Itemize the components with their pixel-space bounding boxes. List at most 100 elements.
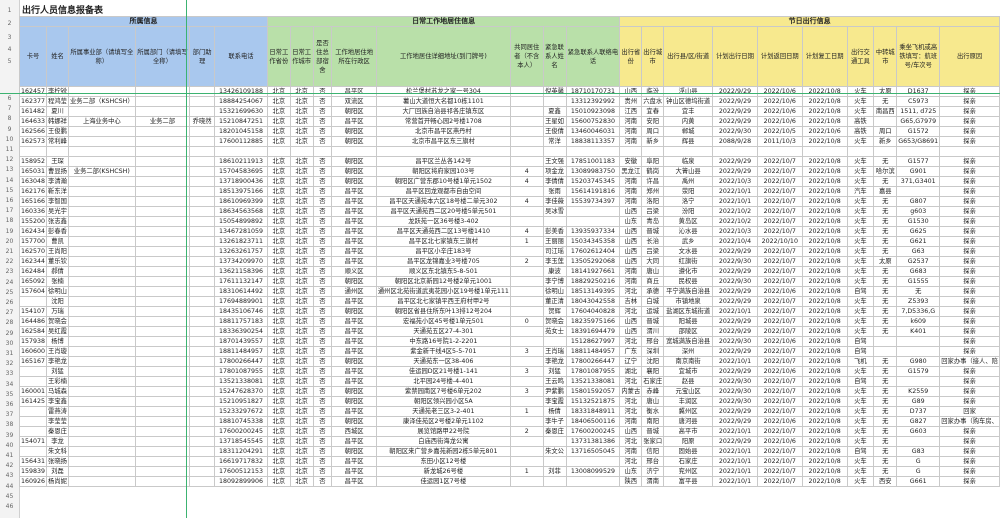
table-cell[interactable]: G — [896, 466, 941, 477]
table-cell[interactable]: 2022/10/10 — [756, 236, 803, 247]
table-cell[interactable] — [67, 386, 136, 397]
table-cell[interactable]: 火车 — [846, 466, 875, 477]
table-cell[interactable]: 北京 — [266, 126, 291, 137]
table-cell[interactable]: 2022/10/8 — [801, 196, 848, 207]
table-cell[interactable]: 河南 — [619, 416, 643, 427]
table-cell[interactable] — [509, 476, 544, 487]
row-number[interactable]: 27 — [5, 309, 14, 317]
table-cell[interactable]: 13935937334 — [565, 226, 621, 237]
table-cell[interactable] — [509, 266, 544, 277]
table-cell[interactable]: 沈阳 — [641, 356, 665, 367]
table-cell[interactable]: 辽宁 — [619, 356, 643, 367]
table-cell[interactable]: 元宝山区 — [663, 386, 714, 397]
table-cell[interactable]: 北京 — [289, 406, 314, 417]
table-cell[interactable] — [67, 436, 136, 447]
table-cell[interactable]: 15247628370 — [214, 386, 268, 397]
table-cell[interactable]: 2022/10/7 — [756, 216, 803, 227]
table-cell[interactable]: 2022/9/29 — [712, 326, 758, 337]
table-cell[interactable]: 河南 — [619, 196, 643, 207]
table-cell[interactable]: 2022/9/30 — [712, 336, 758, 347]
table-cell[interactable]: G1572 — [896, 126, 941, 137]
table-cell[interactable]: 邢台 — [641, 336, 665, 347]
table-cell[interactable]: 朝阳区将府家园103号 — [375, 166, 511, 177]
table-cell[interactable]: 探亲 — [939, 296, 1000, 307]
table-cell[interactable]: 吕梁 — [641, 206, 665, 217]
table-cell[interactable] — [67, 156, 136, 167]
table-cell[interactable]: 2022/10/6 — [756, 366, 803, 377]
table-cell[interactable]: 13716505045 — [565, 446, 621, 457]
table-cell[interactable] — [67, 126, 136, 137]
table-cell[interactable]: 北京 — [289, 256, 314, 267]
row-number[interactable]: 11 — [5, 146, 14, 153]
table-cell[interactable]: 15203745345 — [565, 176, 621, 187]
row-number[interactable]: 6 — [7, 95, 12, 102]
table-cell[interactable]: 探亲 — [939, 246, 1000, 257]
table-cell[interactable]: 17602612404 — [565, 246, 621, 257]
table-cell[interactable]: 北京 — [289, 446, 314, 457]
table-cell[interactable]: 北京 — [266, 186, 291, 197]
table-cell[interactable]: 火车 — [846, 316, 875, 327]
table-cell[interactable]: 火车 — [846, 96, 875, 107]
table-cell[interactable] — [509, 246, 544, 257]
row-number[interactable]: 40 — [5, 441, 14, 449]
table-cell[interactable]: 2022/9/30 — [712, 386, 758, 397]
table-cell[interactable]: 彭春香 — [46, 226, 69, 237]
table-cell[interactable]: 河北 — [619, 336, 643, 347]
table-cell[interactable]: 新龙城26号楼 — [375, 466, 511, 477]
row-number[interactable]: 9 — [7, 125, 12, 133]
table-cell[interactable]: 否 — [312, 136, 333, 147]
table-cell[interactable]: 昌平区回龙观都市自由空间 — [375, 186, 511, 197]
table-cell[interactable]: 探亲 — [939, 476, 1000, 487]
table-cell[interactable]: G827 — [896, 416, 941, 427]
table-cell[interactable]: 宏福苑小区45号楼1单元501 — [375, 316, 511, 327]
table-cell[interactable]: 王丽丽 — [542, 236, 567, 247]
table-cell[interactable]: 2022/10/8 — [801, 316, 848, 327]
row-number[interactable]: 32 — [5, 360, 14, 368]
table-cell[interactable]: 李艳龙 — [46, 356, 69, 367]
table-cell[interactable]: 北京 — [289, 336, 314, 347]
table-cell[interactable]: 北京 — [289, 466, 314, 477]
table-cell[interactable] — [873, 336, 898, 347]
table-cell[interactable]: 商丘 — [641, 276, 665, 287]
table-cell[interactable]: 火车 — [846, 226, 875, 237]
table-cell[interactable]: 探亲 — [939, 206, 1000, 217]
row-number[interactable]: 14 — [5, 176, 14, 184]
table-cell[interactable]: 唐河县 — [663, 416, 714, 427]
column-header[interactable]: 联系电话 — [214, 26, 268, 87]
table-cell[interactable] — [67, 356, 136, 367]
table-cell[interactable] — [896, 336, 941, 347]
table-cell[interactable]: 2022/10/3 — [712, 226, 758, 237]
row-number[interactable]: 34 — [5, 380, 14, 388]
table-cell[interactable] — [134, 466, 191, 477]
table-cell[interactable]: 2022/10/7 — [756, 196, 803, 207]
row-number[interactable]: 41 — [5, 452, 14, 459]
table-cell[interactable] — [509, 396, 544, 407]
table-cell[interactable]: 程鸿莹 — [46, 96, 69, 107]
table-cell[interactable]: 佳运园1区7号楼 — [375, 476, 511, 487]
table-cell[interactable] — [67, 146, 136, 157]
table-cell[interactable]: 探亲 — [939, 286, 1000, 297]
table-cell[interactable] — [67, 86, 136, 97]
table-cell[interactable]: 2022/10/8 — [801, 336, 848, 347]
table-cell[interactable]: 北京 — [289, 196, 314, 207]
table-cell[interactable]: 2022/10/7 — [756, 346, 803, 357]
table-cell[interactable]: 2022/10/1 — [712, 476, 758, 487]
table-cell[interactable]: 2022/10/8 — [801, 276, 848, 287]
table-cell[interactable]: 探亲 — [939, 436, 1000, 447]
table-cell[interactable]: 回家办事（接人、陪 — [939, 356, 1000, 367]
table-cell[interactable]: 18310614492 — [214, 286, 268, 297]
table-cell[interactable]: 河南 — [619, 276, 643, 287]
table-cell[interactable] — [67, 376, 136, 387]
table-cell[interactable]: 河北 — [619, 436, 643, 447]
table-cell[interactable]: 否 — [312, 456, 333, 467]
table-cell[interactable]: 探亲 — [939, 256, 1000, 267]
table-cell[interactable]: 13467281059 — [214, 226, 268, 237]
table-cell[interactable] — [67, 226, 136, 237]
table-cell[interactable]: 2022/9/29 — [712, 406, 758, 417]
table-cell[interactable] — [134, 286, 191, 297]
table-cell[interactable]: 昌平区 — [331, 296, 377, 307]
table-cell[interactable]: 临汾 — [641, 86, 665, 97]
table-cell[interactable]: 2022/10/7 — [756, 276, 803, 287]
column-header[interactable]: 乘坐飞机或高铁填写：航班号/车次号 — [896, 26, 941, 87]
table-cell[interactable]: 朝阳区 — [331, 106, 377, 117]
